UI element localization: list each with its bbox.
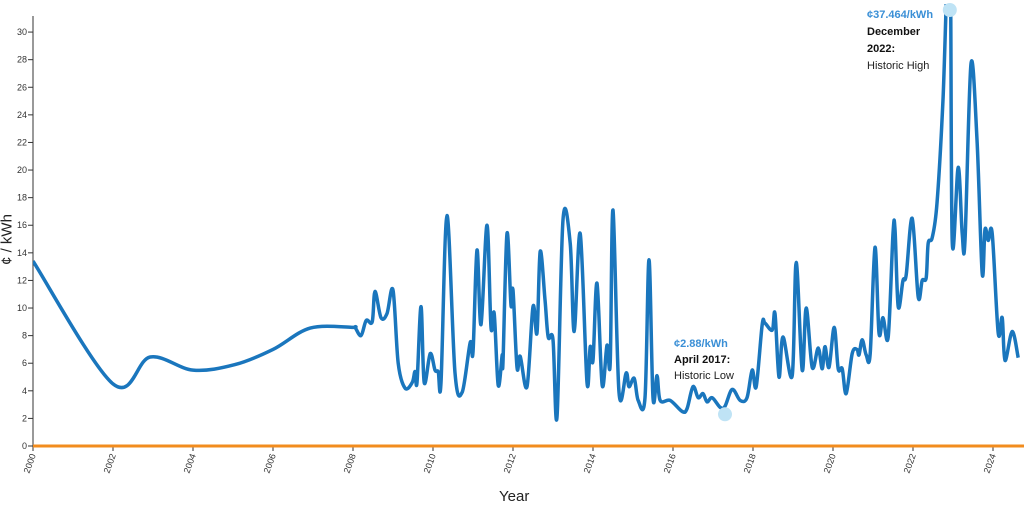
y-tick: 2 bbox=[22, 413, 33, 423]
y-tick: 6 bbox=[22, 358, 33, 368]
x-tick-label: 2010 bbox=[422, 452, 438, 474]
low-value: ¢2.88/kWh bbox=[674, 338, 728, 350]
historic-high-marker[interactable] bbox=[942, 3, 957, 17]
x-tick-label: 2018 bbox=[742, 452, 758, 474]
x-tick-label: 2002 bbox=[102, 452, 118, 474]
y-tick-label: 0 bbox=[22, 441, 27, 451]
x-tick: 2004 bbox=[182, 446, 198, 475]
y-tick-label: 2 bbox=[22, 413, 27, 423]
y-axis-title: ¢ / kWh bbox=[0, 214, 16, 265]
y-tick-label: 16 bbox=[17, 220, 27, 230]
x-tick-label: 2012 bbox=[502, 452, 518, 474]
y-tick: 12 bbox=[17, 275, 33, 285]
y-tick-label: 18 bbox=[17, 193, 27, 203]
x-axis: 2000 2002 2004 2006 2008 2010 2012 2014 2016 2018… bbox=[22, 446, 998, 475]
y-tick-label: 30 bbox=[17, 27, 27, 37]
y-tick-label: 14 bbox=[17, 248, 27, 258]
historic-high-annotation: ¢37.464/kWh December 2022: Historic High bbox=[867, 7, 933, 75]
y-tick-label: 20 bbox=[17, 165, 27, 175]
x-tick: 2010 bbox=[422, 446, 438, 475]
x-tick: 2012 bbox=[502, 446, 518, 475]
x-tick-label: 2008 bbox=[342, 452, 358, 474]
y-tick: 0 bbox=[22, 441, 33, 451]
y-tick-label: 22 bbox=[17, 137, 27, 147]
x-tick-label: 2014 bbox=[582, 452, 598, 474]
y-tick-label: 12 bbox=[17, 275, 27, 285]
y-tick: 8 bbox=[22, 331, 33, 341]
y-tick: 4 bbox=[22, 386, 33, 396]
x-tick: 2022 bbox=[902, 446, 918, 475]
x-tick-label: 2024 bbox=[982, 452, 998, 474]
x-tick: 2008 bbox=[342, 446, 358, 475]
y-tick-label: 28 bbox=[17, 55, 27, 65]
y-tick-label: 4 bbox=[22, 386, 27, 396]
x-tick: 2018 bbox=[742, 446, 758, 475]
series-line bbox=[33, 4, 1020, 422]
x-axis-title: Year bbox=[499, 488, 530, 505]
y-tick: 26 bbox=[17, 82, 33, 92]
x-tick: 2020 bbox=[822, 446, 838, 475]
historic-low-marker[interactable] bbox=[718, 407, 732, 422]
y-tick-label: 24 bbox=[17, 110, 27, 120]
y-tick: 10 bbox=[17, 303, 33, 313]
y-tick: 18 bbox=[17, 193, 33, 203]
x-tick: 2006 bbox=[262, 446, 278, 475]
y-tick: 16 bbox=[17, 220, 33, 230]
x-tick-label: 2000 bbox=[22, 452, 38, 474]
high-label: Historic High bbox=[867, 60, 930, 72]
x-tick-label: 2006 bbox=[262, 452, 278, 474]
low-label: Historic Low bbox=[674, 370, 734, 382]
x-tick-label: 2020 bbox=[822, 452, 838, 474]
x-tick-label: 2022 bbox=[902, 452, 918, 474]
y-tick: 20 bbox=[17, 165, 33, 175]
high-date-line2: 2022: bbox=[867, 43, 896, 55]
y-tick-label: 8 bbox=[22, 331, 27, 341]
y-tick-label: 26 bbox=[17, 82, 27, 92]
y-tick: 30 bbox=[17, 27, 33, 37]
low-date: April 2017: bbox=[674, 354, 731, 366]
x-tick: 2014 bbox=[582, 446, 598, 475]
y-tick: 14 bbox=[17, 248, 33, 258]
x-tick: 2024 bbox=[982, 446, 998, 475]
x-tick-label: 2016 bbox=[662, 452, 678, 474]
x-tick: 2002 bbox=[102, 446, 118, 475]
x-tick: 2016 bbox=[662, 446, 678, 475]
high-date-line1: December bbox=[867, 26, 921, 38]
high-value: ¢37.464/kWh bbox=[867, 9, 934, 21]
y-tick-label: 6 bbox=[22, 358, 27, 368]
y-tick: 22 bbox=[17, 137, 33, 147]
y-tick: 24 bbox=[17, 110, 33, 120]
y-tick-label: 10 bbox=[17, 303, 27, 313]
x-tick-label: 2004 bbox=[182, 452, 198, 474]
y-tick: 28 bbox=[17, 55, 33, 65]
historic-low-annotation: ¢2.88/kWh April 2017: Historic Low bbox=[674, 336, 734, 384]
